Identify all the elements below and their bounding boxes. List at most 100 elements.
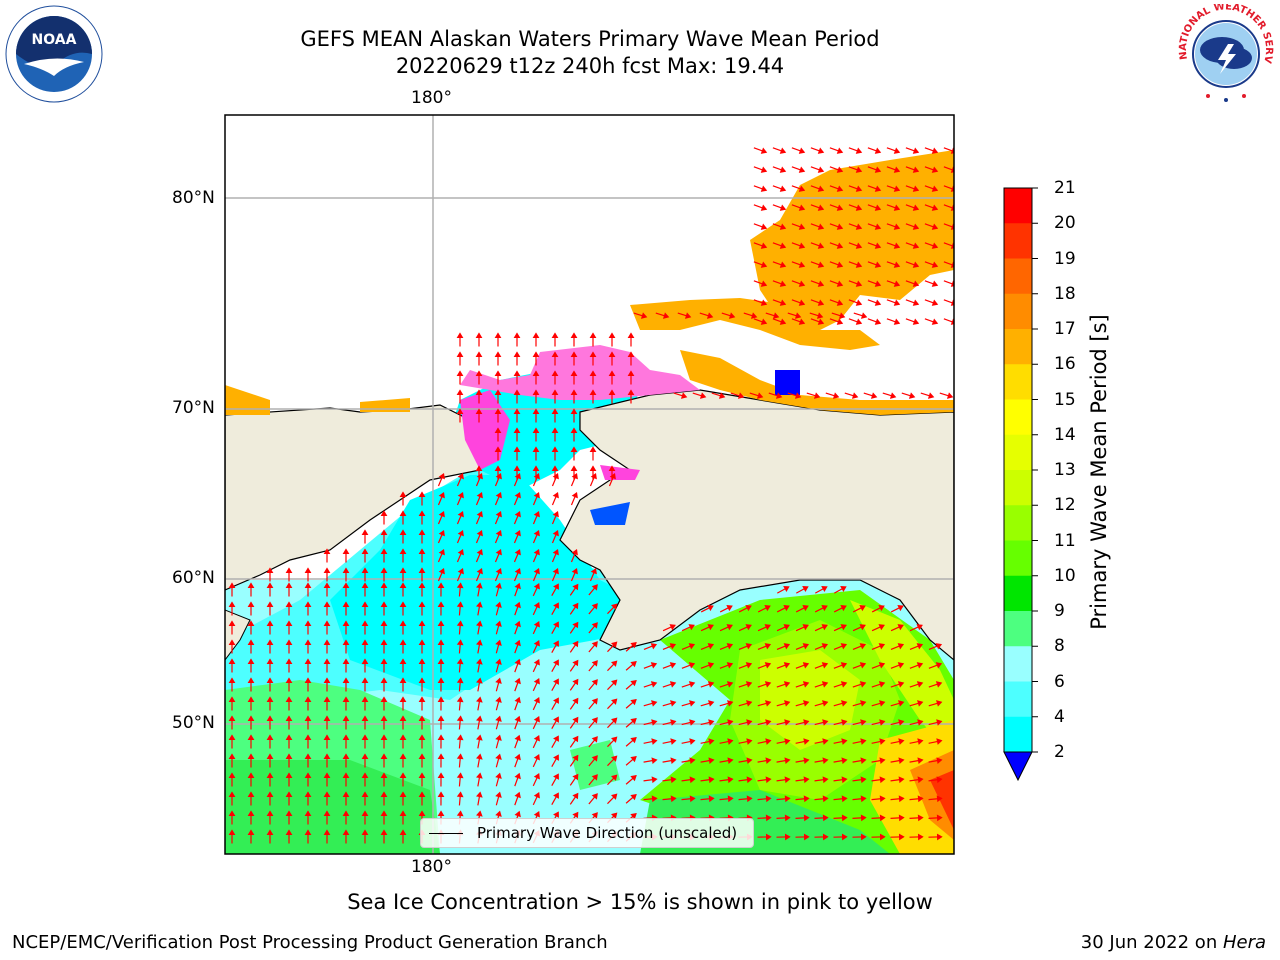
wave-arrowhead bbox=[570, 427, 578, 433]
wave-arrowhead bbox=[727, 738, 734, 745]
wave-arrowhead bbox=[456, 351, 464, 357]
wave-arrowhead bbox=[669, 681, 677, 688]
wave-arrowhead bbox=[650, 662, 658, 669]
wave-arrowhead bbox=[855, 185, 863, 192]
wave-arrowhead bbox=[228, 715, 236, 721]
wave-arrowhead bbox=[650, 681, 658, 688]
wave-arrowhead bbox=[726, 662, 734, 669]
wave-arrowhead bbox=[380, 529, 388, 535]
wave-arrowhead bbox=[630, 641, 637, 649]
wave-arrowhead bbox=[898, 700, 905, 707]
wave-arrowhead bbox=[893, 185, 901, 192]
wave-arrowhead bbox=[879, 776, 886, 784]
wave-arrowhead bbox=[860, 719, 867, 726]
wave-arrowhead bbox=[760, 223, 768, 230]
legend-line-icon bbox=[429, 832, 463, 834]
colorbar-tick-label: 9 bbox=[1054, 601, 1065, 621]
wave-arrowhead bbox=[475, 370, 483, 376]
wave-arrowhead bbox=[380, 734, 388, 740]
wave-arrowhead bbox=[476, 491, 483, 499]
colorbar-segment bbox=[1004, 611, 1032, 647]
wave-arrowhead bbox=[841, 814, 848, 822]
wave-arrowhead bbox=[418, 620, 426, 626]
wave-arrowhead bbox=[285, 772, 293, 778]
wave-arrowhead bbox=[898, 833, 905, 841]
wave-arrowhead bbox=[784, 738, 791, 745]
wave-arrowhead bbox=[437, 696, 445, 702]
wave-arrowhead bbox=[495, 677, 502, 684]
wave-arrowhead bbox=[917, 719, 924, 726]
wave-arrowhead bbox=[670, 795, 677, 803]
wave-arrowhead bbox=[533, 792, 540, 799]
wave-arrowhead bbox=[765, 833, 772, 841]
wave-arrowhead bbox=[495, 582, 502, 589]
wave-arrowhead bbox=[476, 791, 483, 798]
wave-arrowhead bbox=[342, 582, 350, 588]
wave-arrowhead bbox=[437, 753, 445, 759]
wave-arrowhead bbox=[898, 738, 905, 745]
wave-arrowhead bbox=[760, 318, 768, 325]
chart-title: GEFS MEAN Alaskan Waters Primary Wave Me… bbox=[300, 27, 880, 51]
wave-arrowhead bbox=[266, 696, 274, 702]
wave-arrowhead bbox=[680, 392, 688, 399]
wave-arrowhead bbox=[822, 700, 829, 707]
wave-arrowhead bbox=[708, 738, 715, 745]
wave-arrowhead bbox=[342, 753, 350, 759]
wave-arrowhead bbox=[931, 147, 939, 154]
wave-arrowhead bbox=[836, 280, 844, 287]
wave-arrowhead bbox=[247, 810, 255, 816]
wave-arrowhead bbox=[342, 696, 350, 702]
wave-arrowhead bbox=[437, 620, 445, 626]
wave-arrowhead bbox=[494, 389, 502, 395]
wave-arrowhead bbox=[418, 753, 426, 759]
wave-arrowhead bbox=[589, 332, 597, 338]
wave-arrowhead bbox=[552, 491, 559, 499]
wave-arrowhead bbox=[266, 791, 274, 797]
wave-arrowhead bbox=[893, 204, 901, 211]
wave-arrowhead bbox=[438, 548, 445, 556]
wave-arrowhead bbox=[475, 351, 483, 357]
wave-arrowhead bbox=[893, 299, 901, 306]
wave-arrowhead bbox=[836, 204, 844, 211]
wave-arrowhead bbox=[457, 472, 464, 480]
wave-arrowhead bbox=[399, 715, 407, 721]
wave-arrowhead bbox=[609, 472, 616, 480]
wave-arrowhead bbox=[495, 491, 502, 499]
wave-arrowhead bbox=[859, 681, 867, 688]
colorbar-tick-label: 17 bbox=[1054, 319, 1076, 339]
wave-arrowhead bbox=[476, 582, 483, 589]
wave-arrowhead bbox=[570, 465, 578, 471]
wave-arrowhead bbox=[746, 719, 753, 726]
wave-arrowhead bbox=[514, 639, 521, 647]
wave-arrowhead bbox=[399, 734, 407, 740]
wave-arrowhead bbox=[841, 738, 848, 745]
wave-arrowhead bbox=[456, 753, 464, 760]
wave-arrowhead bbox=[855, 204, 863, 211]
lat-label-50: 50°N bbox=[172, 713, 215, 733]
wave-arrowhead bbox=[760, 299, 768, 306]
wave-arrowhead bbox=[361, 791, 369, 797]
wave-arrowhead bbox=[746, 738, 753, 745]
wave-arrowhead bbox=[912, 261, 920, 268]
wave-arrowhead bbox=[728, 312, 736, 319]
wave-arrowhead bbox=[304, 753, 312, 759]
wave-arrowhead bbox=[745, 643, 753, 650]
wave-arrowhead bbox=[737, 392, 745, 399]
wave-arrowhead bbox=[798, 185, 806, 192]
wave-arrowhead bbox=[304, 696, 312, 702]
chart-subtitle: 20220629 t12z 240h fcst Max: 19.44 bbox=[395, 54, 785, 78]
wave-arrowhead bbox=[380, 582, 388, 588]
wave-arrowhead bbox=[874, 147, 882, 154]
wave-arrowhead bbox=[765, 719, 772, 726]
wave-arrowhead bbox=[476, 567, 483, 575]
wave-arrowhead bbox=[765, 776, 772, 784]
wave-arrowhead bbox=[912, 204, 920, 211]
wave-arrowhead bbox=[670, 700, 677, 707]
wave-arrowhead bbox=[916, 624, 923, 631]
wave-arrowhead bbox=[893, 242, 901, 249]
wave-arrowhead bbox=[551, 370, 559, 376]
wave-arrowhead bbox=[935, 643, 943, 650]
wave-arrowhead bbox=[836, 318, 844, 325]
wave-arrowhead bbox=[304, 772, 312, 778]
wave-arrowhead bbox=[418, 529, 426, 535]
